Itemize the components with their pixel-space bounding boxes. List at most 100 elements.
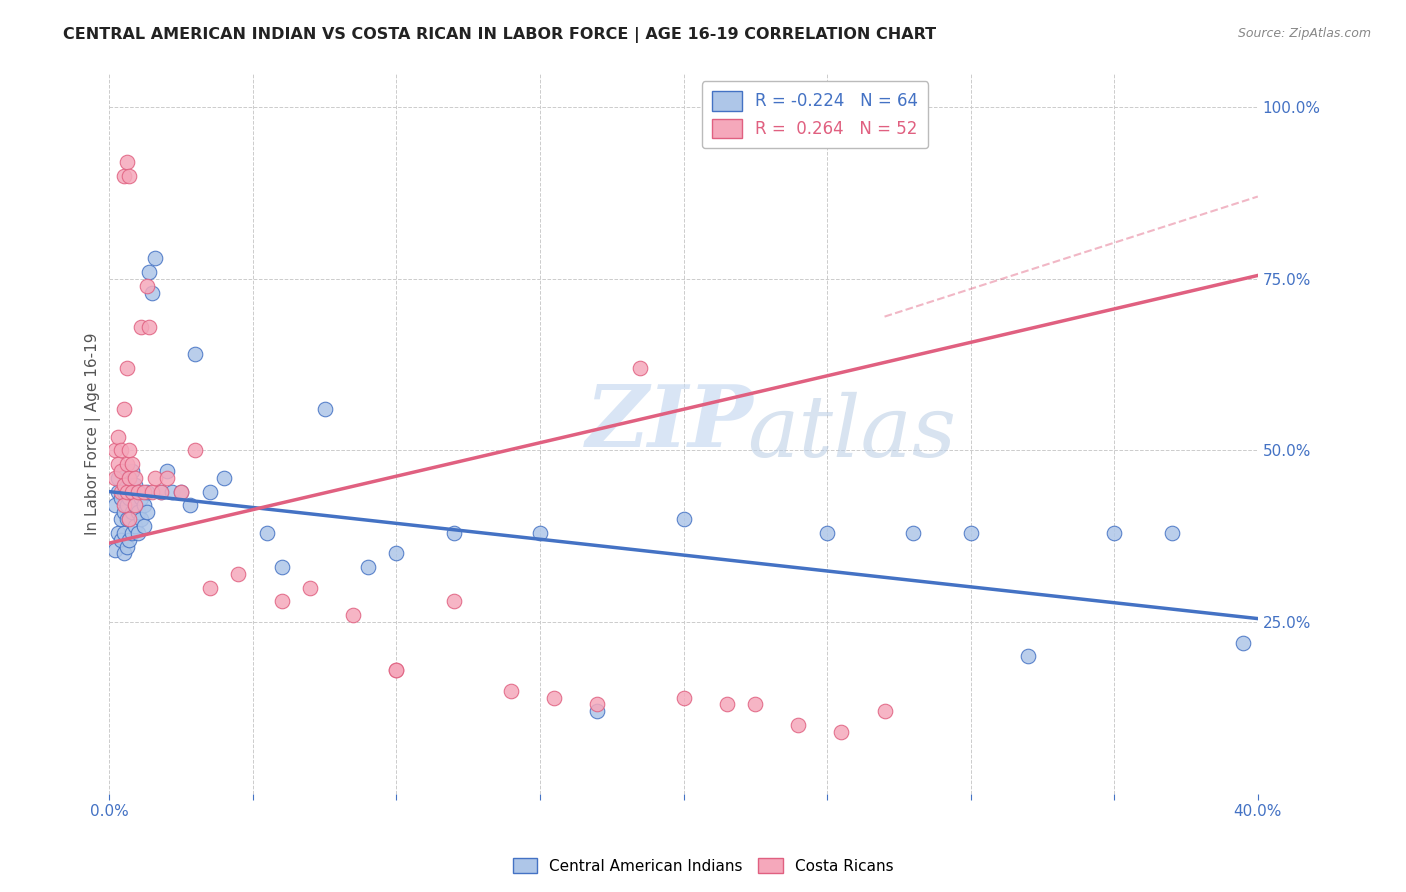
Point [127, 505, 149, 519]
Point [110, 512, 132, 526]
Point [112, 169, 135, 183]
Point [118, 512, 141, 526]
Point [110, 484, 132, 499]
Point [744, 698, 766, 712]
Point [959, 525, 981, 540]
Point [110, 533, 132, 547]
Point [212, 471, 235, 485]
Point [141, 484, 163, 499]
Point [184, 347, 207, 361]
Point [138, 319, 160, 334]
Point [1160, 525, 1182, 540]
Point [124, 499, 146, 513]
Point [112, 499, 135, 513]
Point [787, 718, 810, 732]
Point [357, 560, 380, 574]
Point [112, 505, 135, 519]
Point [107, 457, 129, 471]
Point [121, 484, 143, 499]
Point [121, 505, 143, 519]
Point [121, 484, 143, 499]
Point [118, 471, 141, 485]
Point [143, 471, 166, 485]
Point [501, 683, 523, 698]
Point [124, 477, 146, 491]
Text: atlas: atlas [747, 392, 956, 475]
Point [198, 484, 221, 499]
Point [170, 484, 193, 499]
Point [314, 402, 336, 417]
Point [149, 484, 172, 499]
Point [586, 704, 609, 718]
Point [443, 594, 465, 608]
Point [115, 512, 138, 526]
Point [127, 484, 149, 499]
Point [135, 505, 157, 519]
Point [104, 443, 127, 458]
Point [110, 464, 132, 478]
Point [112, 546, 135, 560]
Point [118, 471, 141, 485]
Point [138, 265, 160, 279]
Point [107, 484, 129, 499]
Point [198, 581, 221, 595]
Point [132, 499, 155, 513]
Point [141, 285, 163, 300]
Point [110, 491, 132, 506]
Point [115, 155, 138, 169]
Text: Source: ZipAtlas.com: Source: ZipAtlas.com [1237, 27, 1371, 40]
Point [1232, 635, 1254, 649]
Point [873, 704, 896, 718]
Point [112, 477, 135, 491]
Y-axis label: In Labor Force | Age 16-19: In Labor Force | Age 16-19 [86, 332, 101, 534]
Point [342, 608, 364, 623]
Point [184, 443, 207, 458]
Point [270, 594, 292, 608]
Legend: R = -0.224   N = 64, R =  0.264   N = 52: R = -0.224 N = 64, R = 0.264 N = 52 [702, 81, 928, 148]
Point [149, 484, 172, 499]
Point [156, 464, 179, 478]
Point [115, 499, 138, 513]
Point [672, 690, 695, 705]
Point [170, 484, 193, 499]
Point [1104, 525, 1126, 540]
Point [104, 471, 127, 485]
Point [156, 471, 179, 485]
Point [299, 581, 322, 595]
Point [586, 698, 609, 712]
Point [270, 560, 292, 574]
Point [115, 457, 138, 471]
Point [129, 512, 152, 526]
Point [135, 278, 157, 293]
Point [716, 698, 738, 712]
Point [107, 430, 129, 444]
Point [115, 540, 138, 554]
Point [127, 484, 149, 499]
Point [129, 491, 152, 506]
Point [830, 724, 852, 739]
Point [112, 484, 135, 499]
Point [118, 512, 141, 526]
Point [121, 464, 143, 478]
Point [135, 484, 157, 499]
Point [630, 361, 652, 376]
Point [129, 319, 152, 334]
Point [228, 566, 250, 581]
Point [118, 443, 141, 458]
Text: ZIP: ZIP [586, 381, 754, 464]
Point [118, 491, 141, 506]
Point [179, 499, 201, 513]
Text: CENTRAL AMERICAN INDIAN VS COSTA RICAN IN LABOR FORCE | AGE 16-19 CORRELATION CH: CENTRAL AMERICAN INDIAN VS COSTA RICAN I… [63, 27, 936, 43]
Point [143, 252, 166, 266]
Point [127, 525, 149, 540]
Point [112, 525, 135, 540]
Point [115, 484, 138, 499]
Point [543, 690, 565, 705]
Point [672, 512, 695, 526]
Point [121, 525, 143, 540]
Point [112, 464, 135, 478]
Point [385, 663, 408, 677]
Point [529, 525, 551, 540]
Point [121, 457, 143, 471]
Point [256, 525, 278, 540]
